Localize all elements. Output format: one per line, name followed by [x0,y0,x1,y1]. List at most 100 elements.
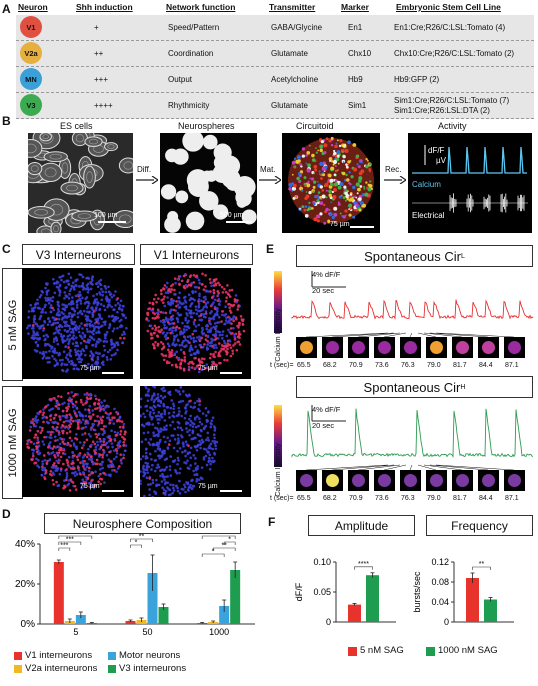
cell-line: En1:Cre;R26/C:LSL:Tomato (4) [394,23,506,32]
time-value: 81.7 [453,362,467,369]
title-spontaneous-low: Spontaneous Cir L [296,245,533,267]
time-value: 87.1 [505,362,519,369]
activity-traces: dF/F µV Calcium Electrical [408,133,532,233]
time-value: 73.6 [375,495,389,502]
title-spontaneous-high: Spontaneous Cir H [296,376,533,398]
arrow-right-icon [259,176,281,184]
composition-chart: 0%20%40%5**********50***1000******Smooth… [15,534,255,636]
y-tick-label: 0.04 [431,597,449,607]
bar-5nm [466,578,479,622]
unit-dff: dF/F [428,146,445,155]
bar-motor-neurons [219,606,230,624]
panel-label-a: A [2,2,11,16]
bar-v3-interneurons [158,607,169,624]
bar-v3-interneurons [230,570,241,624]
calcium-label: Calcium [412,180,441,189]
image-v3-5nm: 75 µm [22,268,133,379]
legend-swatch [348,647,357,656]
table-row: V3 ++++ Rhythmicity Glutamate Sim1 Sim1:Cre;R… [16,93,534,119]
panel-label-d: D [2,507,11,521]
frame-thumbnail [426,337,447,358]
header-transmitter: Transmitter [269,2,316,12]
col-title-v1: V1 Interneurons [140,244,253,265]
scale-ns: 500 µm [220,212,244,219]
legend-swatch [14,665,22,673]
neurospheres-image: 500 µm [160,133,257,233]
panel-label-f: F [268,515,276,529]
time-value: 68.2 [323,362,337,369]
scale-time: 20 sec [312,421,335,430]
scale-time: 20 sec [312,286,335,295]
col-title-v3: V3 Interneurons [22,244,135,265]
significance-mark: *** [66,537,74,544]
time-value: 68.2 [323,495,337,502]
frame-thumbnail [478,470,499,491]
cell-line: Sim1:Cre;R26/C:LSL:Tomato (7) [394,96,510,105]
cell-marker: En1 [348,23,363,32]
cell-transmitter: GABA/Glycine [271,23,323,32]
cell-shh: ++ [94,49,104,58]
significance-mark: ** [221,543,227,550]
scale-es: 100 µm [94,212,118,219]
frame-thumbnail [478,337,499,358]
time-value: 81.7 [453,495,467,502]
legend-label: Motor neurons [119,650,181,661]
header-neuron: Neuron [18,2,48,12]
frame-thumbnail [452,337,473,358]
y-tick-label: 0.05 [313,587,331,597]
cell-shh: + [94,23,99,32]
time-value: 84.4 [479,362,493,369]
cell-line2: Sim1:Cre;R26:LSL:DTA (2) [394,106,490,115]
scale-dff: 4% dF/F [312,405,341,414]
arrow-mat-label: Mat. [260,165,276,174]
stage-activity: Activity [438,121,467,131]
legend-label: V3 interneurons [119,663,187,674]
x-tick-label: 50 [142,627,152,636]
frame-thumbnail [400,337,421,358]
frame-thumbnail [400,470,421,491]
y-tick-label: 40% [15,539,35,550]
cell-function: Rhythmicity [168,101,210,110]
es-cells-image: 100 µm [28,133,133,233]
image-v3-1000nm: 75 µm [22,386,133,497]
image-v1-5nm: 75 µm [140,268,251,379]
y-tick-label: 0.10 [313,557,331,567]
significance-mark: ** [139,534,145,541]
table-row: V1 + Speed/Pattern GABA/Glycine En1 En1:Cre;R… [16,15,534,41]
electrical-label: Electrical [412,211,445,220]
frame-thumbnail [322,470,343,491]
frame-thumbnail [348,470,369,491]
legend-swatch [108,665,116,673]
unit-uv: µV [436,156,446,165]
legend-swatch [14,652,22,660]
amplitude-chart: 0 0.05 0.10 dF/F **** [294,557,396,627]
time-value: 70.9 [349,362,363,369]
cell-line: Chx10:Cre;R26/C:LSL:Tomato (2) [394,49,515,58]
scale-dff: 4% dF/F [312,270,341,279]
bar-1000nm [484,599,497,622]
time-value: 76.3 [401,362,415,369]
neuron-badge: V1 [20,16,42,38]
cell-marker: Hb9 [348,75,363,84]
y-tick-label: 0 [444,617,449,627]
frame-thumbnail [504,337,525,358]
scale-circ: 75 µm [330,221,350,228]
intensity-label: Calcium Intensity [275,308,282,362]
bar-v1-interneurons [53,562,64,624]
header-function: Network function [166,2,236,12]
cell-shh: +++ [94,75,109,84]
time-value: 65.5 [297,362,311,369]
bar-1000nm [366,575,379,622]
neuron-badge: V2a [20,42,42,64]
composition-title: Neurosphere Composition [44,513,241,534]
header-cell-line: Embryonic Stem Cell Line [396,2,501,12]
legend-label: V1 interneurons [25,650,93,661]
significance-mark: *** [60,543,68,550]
y-tick-label: 20% [15,579,35,590]
cell-function: Speed/Pattern [168,23,220,32]
circuitoid-image: 75 µm [282,133,380,233]
bar-v1-interneurons [125,621,136,624]
legend-swatch [426,647,435,656]
frame-thumbnail [504,470,525,491]
stage-es-cells: ES cells [60,121,93,131]
